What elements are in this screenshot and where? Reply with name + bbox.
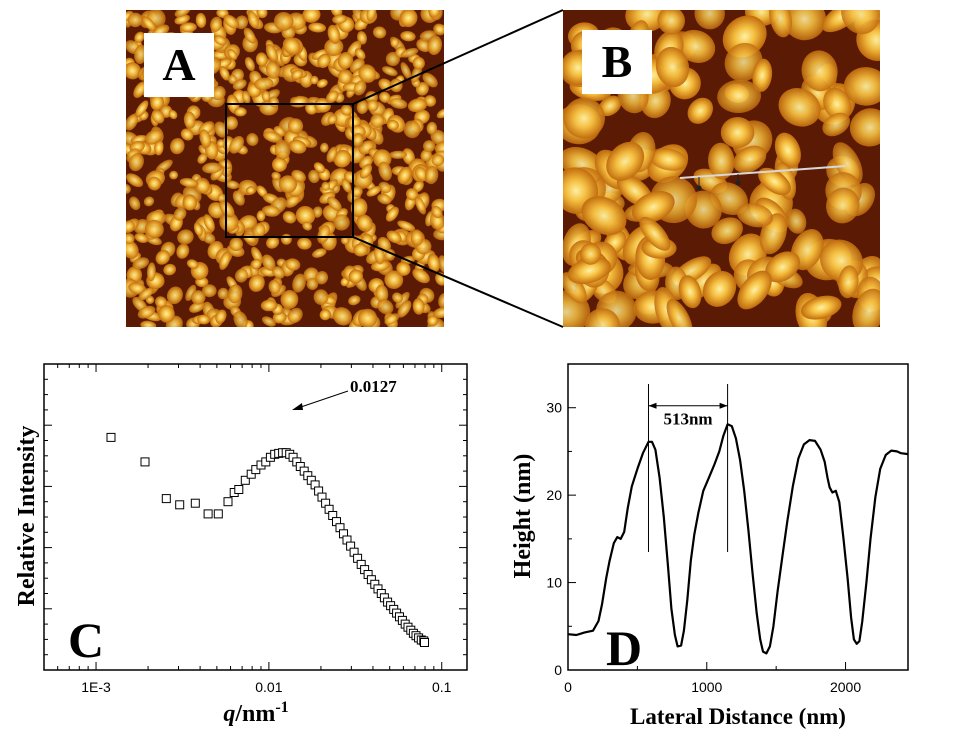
chart-c-panel-label: C [68, 612, 104, 668]
chart-d-xtick-label: 1000 [691, 679, 722, 695]
chart-c-data-point [251, 465, 261, 475]
chart-c-xlabel: q/nm-1 [223, 699, 288, 727]
chart-c-annotation: 0.0127 [350, 377, 397, 396]
chart-d-ytick-label: 10 [546, 575, 562, 591]
chart-c-data-point [140, 457, 150, 467]
chart-c-data-point [190, 498, 200, 508]
zoom-box [225, 103, 354, 238]
zoom-overlay [225, 9, 847, 328]
chart-d-series-line [567, 423, 909, 655]
zoom-connector-top [352, 9, 564, 105]
chart-d-ylabel: Height (nm) [510, 454, 536, 579]
chart-c-annotation-arrow [294, 390, 349, 410]
chart-c-data-point [213, 509, 223, 519]
chart-c-data-point [246, 469, 256, 479]
chart-c-data-point [203, 509, 213, 519]
chart-d-annotation-label: 513nm [663, 410, 712, 429]
chart-d-ytick-label: 20 [546, 487, 562, 503]
zoom-connector-bottom [352, 236, 564, 328]
chart-d-xtick-label: 2000 [830, 679, 861, 695]
chart-d-height-profile: 0 1000 2000 0 10 20 30 513nm D Height (nm) Lat… [510, 363, 909, 729]
chart-d-ytick-label: 30 [546, 400, 562, 416]
chart-d-panel-label: D [606, 620, 642, 676]
chart-d-plot-frame [567, 363, 909, 671]
chart-d-xtick-label: 0 [564, 679, 572, 695]
profile-line-marker [679, 165, 847, 191]
panel-a-label: A [144, 33, 214, 97]
chart-c-xtick-label: 0.1 [432, 679, 452, 695]
chart-d-annotation-arrow-left [648, 402, 657, 409]
chart-c-annotation-arrowhead [292, 403, 303, 410]
chart-c-data-point [223, 497, 233, 507]
chart-c-xtick-label: 1E-3 [81, 679, 111, 695]
chart-c-scattering: 1E-3 0.01 0.1 0.0127 C Relative Intensity … [14, 363, 468, 727]
chart-d-annotation-arrow-right [719, 402, 728, 409]
chart-d-ytick-label: 0 [554, 662, 562, 678]
panel-b-label: B [582, 30, 652, 94]
chart-c-data-point [420, 638, 429, 647]
chart-c-data-point [240, 475, 250, 485]
chart-c-data-point [161, 494, 171, 504]
chart-c-xtick-label: 0.01 [255, 679, 282, 695]
chart-c-ylabel: Relative Intensity [14, 426, 40, 607]
chart-c-data-point [175, 500, 185, 510]
chart-c-data-point [261, 457, 271, 467]
chart-c-data-point [234, 485, 244, 494]
chart-c-data-point [106, 432, 116, 442]
chart-d-xlabel: Lateral Distance (nm) [630, 704, 846, 729]
